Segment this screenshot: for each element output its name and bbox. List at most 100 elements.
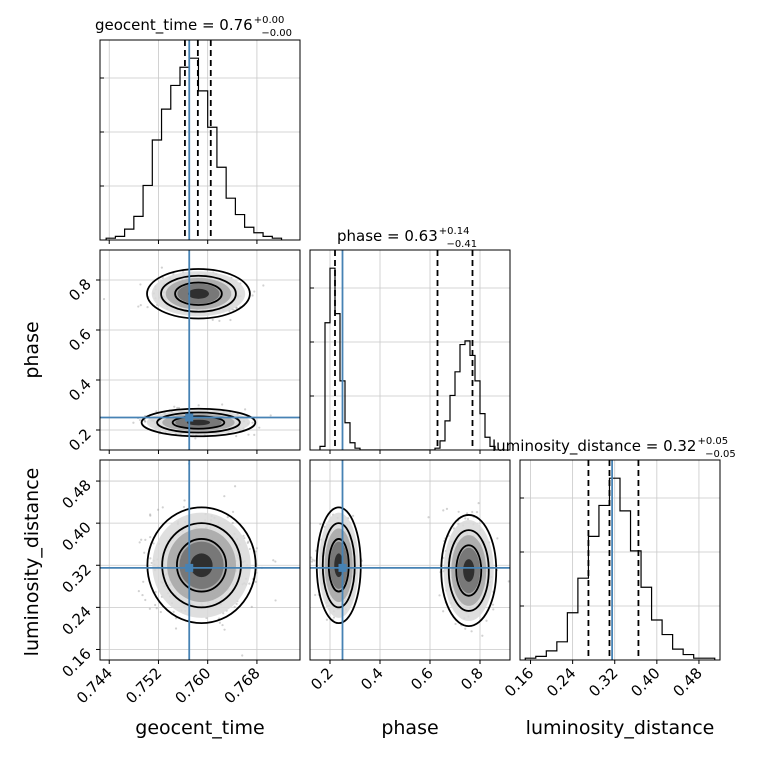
sample-point xyxy=(155,607,158,610)
sample-point xyxy=(313,559,316,562)
sample-point xyxy=(233,485,237,488)
sample-point xyxy=(274,560,277,563)
density-level-3 xyxy=(187,288,209,299)
sample-point xyxy=(246,541,249,544)
sample-point xyxy=(155,410,158,413)
ylabel-luminosity-distance: luminosity_distance xyxy=(21,468,43,657)
ylabel-phase: phase xyxy=(21,321,43,378)
sample-point xyxy=(138,541,141,544)
sample-point xyxy=(311,558,314,561)
contour-2 xyxy=(327,538,350,593)
sample-point xyxy=(141,593,144,597)
sample-point xyxy=(149,557,152,560)
contour-2 xyxy=(171,415,226,430)
density-level-3 xyxy=(190,553,213,578)
y-tick-label: 0.8 xyxy=(65,275,95,305)
sample-point xyxy=(154,603,157,607)
xlabel-luminosity-distance: luminosity_distance xyxy=(526,717,715,739)
x-tick-label: 0.16 xyxy=(501,664,537,700)
panel-frame xyxy=(519,459,721,661)
sample-point xyxy=(352,514,355,517)
sample-point xyxy=(255,547,258,550)
sample-point xyxy=(332,616,336,619)
contour-0 xyxy=(315,506,362,625)
sample-point xyxy=(232,308,235,312)
sample-point xyxy=(223,628,226,631)
sample-point xyxy=(231,510,235,513)
histogram-luminosity_distance xyxy=(524,477,716,660)
x-tick-label: 0.768 xyxy=(221,664,264,707)
sample-point xyxy=(132,421,135,424)
sample-point xyxy=(194,437,197,440)
contour-2 xyxy=(455,544,483,597)
sample-point xyxy=(310,556,313,559)
sample-point xyxy=(491,603,495,606)
panel-frame xyxy=(99,249,301,451)
sample-point xyxy=(457,510,460,513)
sample-point xyxy=(156,508,160,511)
sample-point xyxy=(477,502,480,505)
sample-point xyxy=(144,598,147,602)
sample-point xyxy=(471,510,474,514)
panel-frame xyxy=(309,459,511,661)
panel-luminosity_distance-luminosity_distance: 0.16 0.24 0.32 0.40 0.48 xyxy=(501,459,721,700)
sample-point xyxy=(146,306,149,309)
contour-1 xyxy=(160,274,237,313)
sample-point xyxy=(160,266,163,269)
sample-point xyxy=(183,499,186,502)
title-luminosity-distance: luminosity_distance = 0.32+0.05 −0.05 xyxy=(492,436,736,460)
sample-point xyxy=(251,294,254,297)
contour-2 xyxy=(174,281,223,306)
x-tick-label: 0.24 xyxy=(543,664,579,700)
sample-point xyxy=(251,421,254,424)
sample-point xyxy=(248,582,251,585)
sample-point xyxy=(138,418,142,422)
sample-point xyxy=(226,516,229,519)
sample-point xyxy=(142,580,145,583)
sample-point xyxy=(235,602,238,605)
truth-marker xyxy=(185,413,194,422)
sample-point xyxy=(137,590,140,593)
x-tick-label: 0.32 xyxy=(585,664,621,700)
x-tick-label: 0.8 xyxy=(457,664,487,694)
contour-1 xyxy=(447,529,490,612)
sample-point xyxy=(154,590,157,594)
panel-frame xyxy=(99,459,301,661)
contour-1 xyxy=(321,522,356,609)
sample-point xyxy=(262,284,265,287)
sample-point xyxy=(161,506,164,509)
sample-point xyxy=(144,420,147,423)
sample-point xyxy=(253,433,256,437)
sample-point xyxy=(445,507,449,510)
sample-point xyxy=(149,513,152,516)
sample-point xyxy=(177,406,181,410)
sample-point xyxy=(247,433,250,436)
sample-point xyxy=(149,536,152,539)
sample-point xyxy=(161,276,164,280)
sample-point xyxy=(507,580,510,583)
sample-point xyxy=(269,414,272,417)
sample-point xyxy=(235,306,238,310)
x-tick-label: 0.2 xyxy=(307,664,337,694)
sample-point xyxy=(229,318,232,322)
sample-point xyxy=(485,619,488,622)
sample-point xyxy=(248,547,251,551)
sample-point xyxy=(253,290,256,293)
y-tick-label: 0.40 xyxy=(58,518,94,554)
sample-point xyxy=(254,580,258,583)
sample-point xyxy=(466,517,470,521)
sample-point xyxy=(427,516,430,519)
sample-point xyxy=(221,623,224,627)
panel-content xyxy=(100,460,300,660)
sample-point xyxy=(231,521,234,525)
contour-0 xyxy=(146,506,257,625)
sample-point xyxy=(218,319,221,322)
sample-point xyxy=(310,560,314,563)
panel-frame xyxy=(99,39,301,241)
sample-point xyxy=(173,405,176,408)
sample-point xyxy=(172,610,175,614)
y-tick-label: 0.6 xyxy=(65,325,95,355)
panel-content xyxy=(310,460,510,660)
sample-point xyxy=(159,610,162,614)
